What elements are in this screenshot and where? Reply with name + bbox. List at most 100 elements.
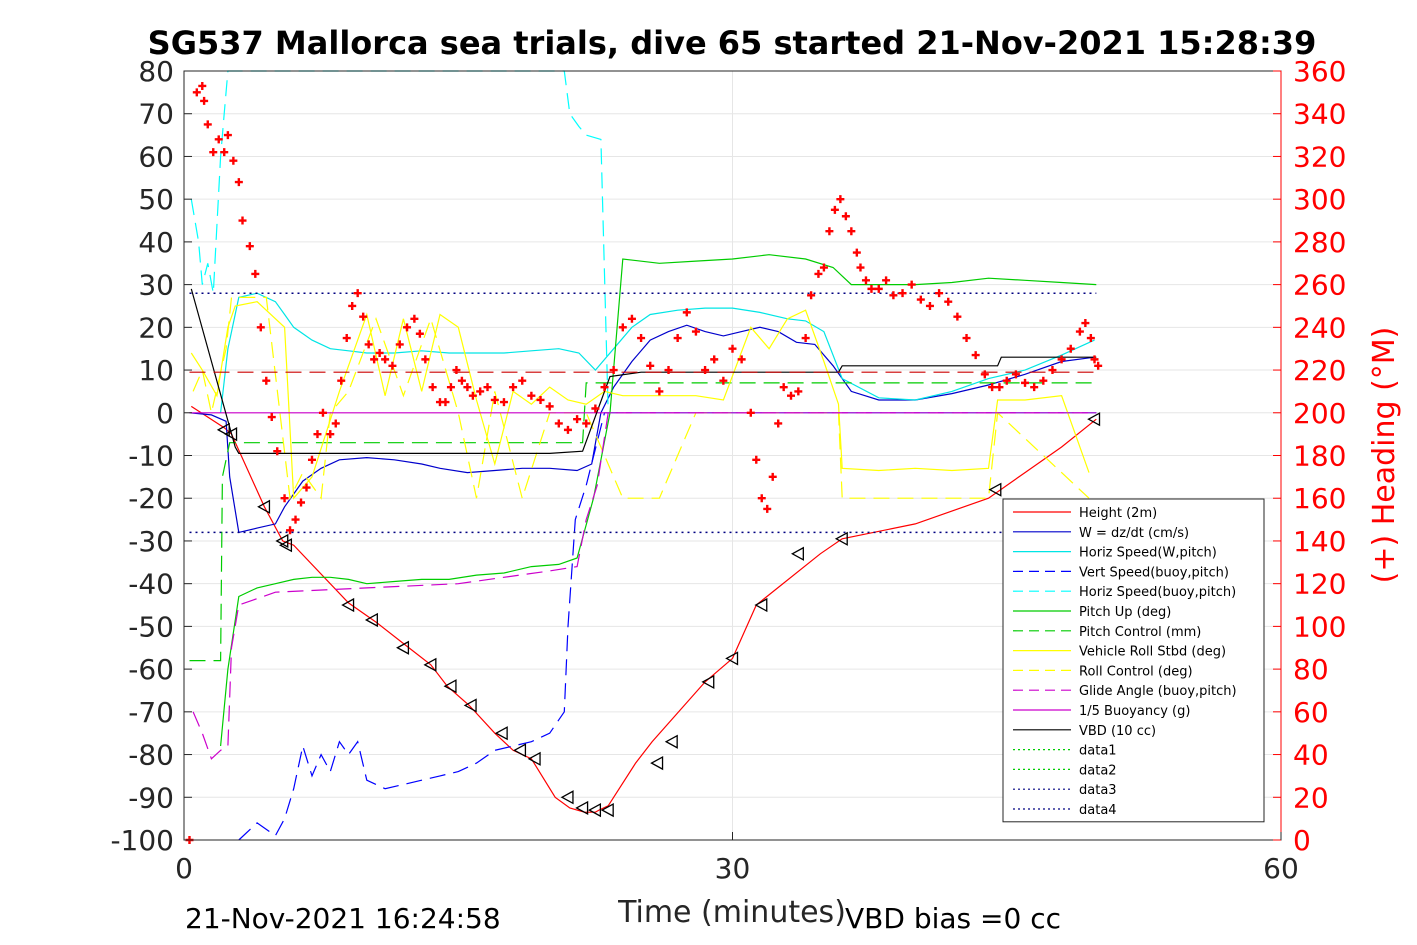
right-tick-label: 160: [1293, 482, 1346, 515]
heading-point: [861, 276, 870, 285]
legend-label: VBD (10 cc): [1079, 724, 1156, 739]
height-marker: [423, 657, 437, 672]
right-tick-label: 140: [1293, 525, 1346, 558]
heading-point: [801, 334, 810, 343]
right-tick-label: 300: [1293, 183, 1346, 216]
heading-point: [545, 402, 554, 411]
heading-point: [364, 340, 373, 349]
height-marker: [650, 756, 664, 771]
left-tick-label: 10: [138, 354, 174, 387]
height-marker: [701, 674, 715, 690]
heading-series: [185, 81, 1103, 844]
footer-vbd-bias: VBD bias =0 cc: [845, 902, 1061, 935]
heading-point: [428, 383, 437, 392]
heading-point: [331, 419, 340, 428]
heading-point: [836, 195, 845, 204]
height-marker: [443, 679, 457, 694]
left-tick-label: 0: [156, 397, 174, 430]
heading-point: [582, 419, 591, 428]
height-marker: [588, 802, 602, 818]
left-tick-label: -20: [128, 482, 174, 515]
heading-point: [307, 455, 316, 464]
legend-label: data1: [1079, 744, 1117, 759]
heading-point: [637, 334, 646, 343]
left-tick-label: 40: [138, 226, 174, 259]
heading-point: [291, 515, 300, 524]
height-marker: [600, 802, 614, 818]
left-tick-label: -50: [128, 610, 174, 643]
heading-point: [1057, 355, 1066, 364]
heading-point: [1075, 327, 1084, 336]
right-tick-label: 100: [1293, 610, 1346, 643]
heading-point: [889, 291, 898, 300]
right-axis-label: (+) Heading (°M): [1367, 327, 1402, 584]
heading-point: [856, 263, 865, 272]
heading-point: [710, 355, 719, 364]
left-tick-label: -100: [110, 824, 174, 857]
height-marker: [560, 790, 574, 805]
x-axis-label: Time (minutes): [617, 895, 846, 930]
heading-point: [774, 419, 783, 428]
heading-point: [819, 263, 828, 272]
heading-point: [483, 383, 492, 392]
left-tick-label: 50: [138, 183, 174, 216]
right-tick-label: 20: [1293, 781, 1329, 814]
height-marker: [279, 538, 293, 553]
heading-point: [509, 383, 518, 392]
heading-point: [779, 383, 788, 392]
height-marker: [754, 597, 768, 613]
heading-point: [441, 398, 450, 407]
heading-point: [554, 419, 563, 428]
heading-point: [768, 472, 777, 481]
heading-point: [262, 376, 271, 385]
height-marker: [790, 546, 804, 561]
heading-point: [353, 289, 362, 298]
heading-point: [375, 348, 384, 357]
height-marker: [1087, 412, 1101, 427]
right-tick-label: 40: [1293, 739, 1329, 772]
legend-label: Vert Speed(buoy,pitch): [1079, 565, 1229, 580]
left-tick-label: 80: [138, 55, 174, 88]
heading-point: [825, 227, 834, 236]
height-marker: [988, 482, 1002, 497]
heading-point: [830, 205, 839, 214]
legend-label: Horiz Speed(W,pitch): [1079, 546, 1217, 561]
series-line-2: [220, 292, 1095, 413]
height-marker: [834, 531, 848, 546]
heading-point: [1011, 370, 1020, 379]
left-tick-label: -90: [128, 781, 174, 814]
heading-point: [326, 430, 335, 439]
right-tick-label: 220: [1293, 354, 1346, 387]
heading-point: [852, 248, 861, 257]
right-tick-label: 260: [1293, 269, 1346, 302]
legend-label: Horiz Speed(buoy,pitch): [1079, 585, 1236, 600]
heading-point: [192, 88, 201, 97]
heading-point: [746, 408, 755, 417]
heading-point: [907, 280, 916, 289]
heading-point: [787, 391, 796, 400]
heading-point: [342, 334, 351, 343]
left-tick-label: 30: [138, 269, 174, 302]
heading-point: [490, 395, 499, 404]
height-marker: [725, 651, 739, 666]
heading-point: [198, 81, 207, 90]
heading-point: [251, 269, 260, 278]
heading-point: [980, 370, 989, 379]
heading-point: [752, 455, 761, 464]
height-marker: [396, 640, 410, 655]
heading-point: [719, 376, 728, 385]
heading-point: [476, 387, 485, 396]
heading-point: [297, 498, 306, 507]
x-axis: 0 30 60: [175, 832, 1299, 885]
heading-point: [757, 494, 766, 503]
heading-point: [200, 96, 209, 105]
series-line-11: [190, 288, 1097, 454]
heading-point: [381, 355, 390, 364]
left-tick-label: 20: [138, 311, 174, 344]
legend-box: [1002, 498, 1265, 823]
heading-point: [609, 366, 618, 375]
legend-label: Height (2m): [1079, 506, 1157, 521]
heading-point: [898, 289, 907, 298]
right-tick-label: 120: [1293, 568, 1346, 601]
